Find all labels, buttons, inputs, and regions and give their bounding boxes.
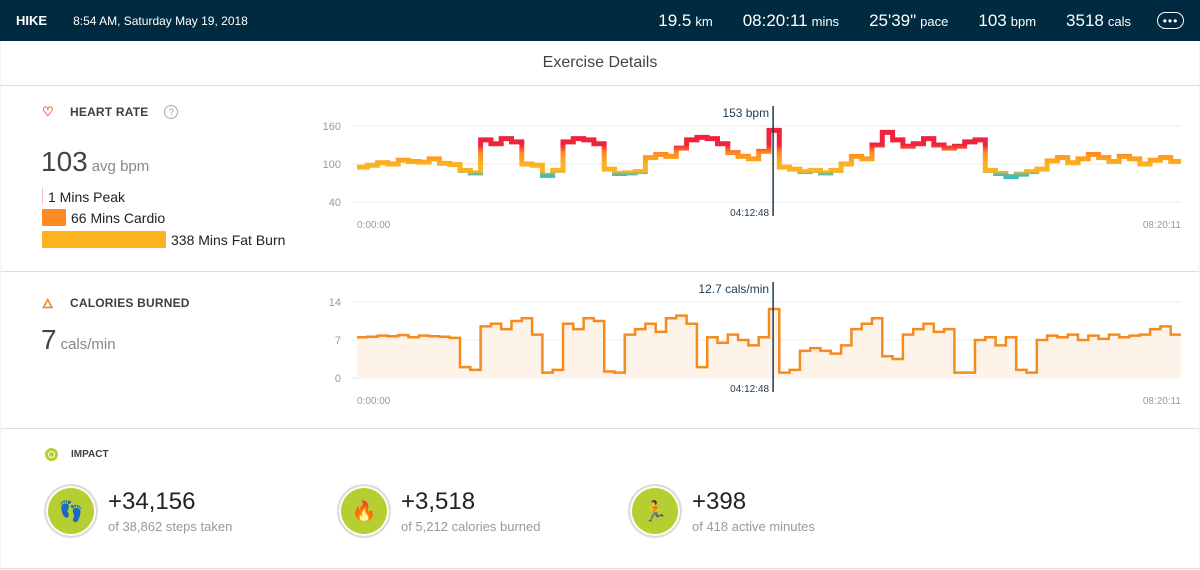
summary-stats: 19.5 km 08:20:11 mins 25'39" pace 103 bpm 35… — [658, 11, 1131, 31]
y-tick-label: 14 — [329, 297, 341, 309]
impact-active-minutes: 🏃 +398 of 418 active minutes — [628, 484, 815, 538]
stat-calories: 3518 cals — [1066, 10, 1131, 30]
section-label: IMPACT — [71, 449, 109, 460]
calories-chart[interactable]: 14 7 0 12.7 cals/min 04:12:48 0:00:00 08:20:11 — [1, 272, 1200, 428]
calories-rate: 7 cals/min — [41, 324, 116, 355]
heart-rate-chart[interactable]: 160 100 40 153 bpm 04:12:48 0:00:00 08:20:11 — [1, 86, 1200, 272]
heart-rate-section: ♡ HEART RATE? 103 avg bpm 1 Mins Peak 66 M… — [1, 86, 1199, 272]
y-tick-label: 7 — [335, 335, 341, 347]
help-icon[interactable]: ? — [164, 105, 179, 119]
x-end-label: 08:20:11 — [1143, 396, 1182, 407]
flame-icon: 🔥 — [337, 484, 391, 538]
y-tick-label: 160 — [323, 121, 341, 133]
top-bar: HIKE 8:54 AM, Saturday May 19, 2018 19.5… — [0, 0, 1200, 41]
stat-pace: 25'39" pace — [869, 10, 949, 30]
x-start-label: 0:00:00 — [357, 220, 391, 231]
running-icon: 🏃 — [628, 484, 682, 538]
impact-section: IMPACT 👣 +34,156 of 38,862 steps taken 🔥 … — [1, 429, 1199, 569]
activity-datetime: 8:54 AM, Saturday May 19, 2018 — [73, 13, 248, 28]
more-options-button[interactable]: ••• — [1157, 12, 1184, 29]
section-label: HEART RATE — [70, 105, 149, 119]
stat-heart-rate: 103 bpm — [978, 10, 1037, 30]
calories-section: 🜂 CALORIES BURNED 7 cals/min 14 7 0 12.7 cals… — [1, 272, 1199, 428]
y-tick-label: 0 — [335, 373, 341, 385]
footsteps-icon: 👣 — [44, 484, 98, 538]
x-start-label: 0:00:00 — [357, 396, 391, 407]
y-tick-label: 40 — [329, 197, 341, 209]
marker-time-label: 04:12:48 — [730, 208, 769, 219]
impact-calories: 🔥 +3,518 of 5,212 calories burned — [337, 484, 540, 538]
avg-heart-rate: 103 avg bpm — [41, 146, 150, 177]
zone-fat-burn: 338 Mins Fat Burn — [42, 231, 285, 248]
y-tick-label: 100 — [323, 159, 341, 171]
stat-duration: 08:20:11 mins — [742, 10, 840, 30]
marker-value-label: 12.7 cals/min — [698, 282, 769, 296]
heart-icon: ♡ — [42, 104, 54, 119]
target-icon — [45, 448, 58, 461]
impact-steps: 👣 +34,156 of 38,862 steps taken — [44, 484, 232, 538]
calories-line — [357, 307, 1181, 374]
marker-value-label: 153 bpm — [722, 106, 769, 120]
page-title: Exercise Details — [1, 41, 1199, 86]
x-end-label: 08:20:11 — [1143, 220, 1182, 231]
flame-icon: 🜂 — [42, 296, 54, 311]
activity-type: HIKE — [16, 13, 48, 28]
marker-time-label: 04:12:48 — [730, 384, 769, 395]
zone-peak: 1 Mins Peak — [42, 188, 125, 205]
stat-distance: 19.5 km — [658, 10, 713, 30]
heart-rate-line — [357, 127, 1181, 180]
section-label: CALORIES BURNED — [70, 296, 190, 310]
zone-cardio: 66 Mins Cardio — [42, 209, 165, 226]
